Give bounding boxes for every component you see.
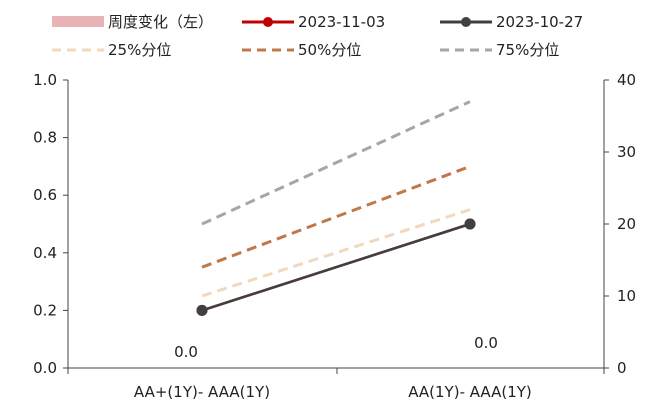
legend-label: 周度变化（左） — [108, 13, 213, 31]
bar-data-label: 0.0 — [174, 343, 198, 361]
left-axis-tick-label: 0.8 — [33, 129, 57, 147]
legend-item: 50%分位 — [242, 41, 361, 59]
legend-item: 周度变化（左） — [52, 13, 213, 31]
x-axis-tick-label: AA+(1Y)- AAA(1Y) — [134, 383, 270, 401]
series-line-75 — [202, 102, 470, 224]
legend-item: 75%分位 — [440, 41, 559, 59]
series-point-2023-10-27 — [197, 305, 208, 316]
right-axis-tick-label: 30 — [617, 143, 636, 161]
legend-swatch-marker — [461, 17, 471, 27]
bar-data-label: 0.0 — [474, 334, 498, 352]
axes: 0.0 0.2 0.4 0.6 0.8 1.0 0 10 20 30 40 AA+(1Y)- AAA(… — [33, 71, 636, 401]
series-line-2023-10-27 — [202, 224, 470, 310]
legend-label: 50%分位 — [298, 41, 361, 59]
legend-label: 75%分位 — [496, 41, 559, 59]
legend-item: 25%分位 — [52, 41, 171, 59]
left-axis-tick-label: 0.4 — [33, 244, 57, 262]
right-axis-tick-label: 40 — [617, 71, 636, 89]
legend-label: 25%分位 — [108, 41, 171, 59]
plot-area: 0.0 0.0 — [162, 102, 510, 368]
left-axis-tick-label: 0.0 — [33, 359, 57, 377]
legend-item: 2023-11-03 — [242, 13, 385, 31]
series-point-2023-10-27 — [465, 219, 476, 230]
series-line-25 — [202, 210, 470, 296]
right-axis-tick-label: 20 — [617, 215, 636, 233]
series-line-50 — [202, 166, 470, 267]
legend-item: 2023-10-27 — [440, 13, 583, 31]
x-axis-tick-label: AA(1Y)- AAA(1Y) — [408, 383, 532, 401]
legend-swatch-bar — [52, 16, 104, 27]
legend-label: 2023-11-03 — [298, 13, 385, 31]
right-axis-tick-label: 0 — [617, 359, 627, 377]
legend-label: 2023-10-27 — [496, 13, 583, 31]
legend-swatch-marker — [263, 17, 273, 27]
left-axis-tick-label: 0.6 — [33, 186, 57, 204]
left-axis-tick-label: 0.2 — [33, 301, 57, 319]
left-axis-tick-label: 1.0 — [33, 71, 57, 89]
right-axis-tick-label: 10 — [617, 287, 636, 305]
legend: 周度变化（左） 2023-11-03 2023-10-27 25%分位 50%分位 75%… — [52, 13, 583, 59]
